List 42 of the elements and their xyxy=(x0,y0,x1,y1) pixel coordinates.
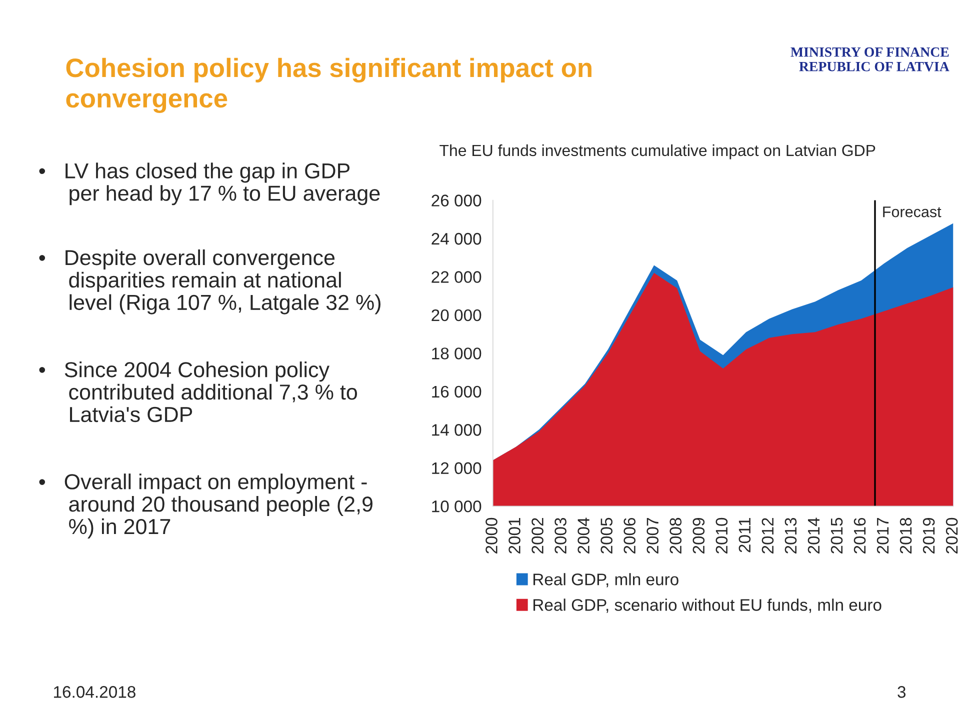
x-tick-label: 2008 xyxy=(670,518,682,554)
chart-title: Cohesion policy has significant impact on convergence xyxy=(66,58,592,114)
text: MINISTRY OF FINANCE REPUBLIC OF LATVIA xyxy=(790,47,950,72)
x-tick-label: 2011 xyxy=(738,518,751,552)
x-tick-label: 2002 xyxy=(532,518,544,554)
y-tick-label: 12 000 xyxy=(432,462,482,474)
text: 3 xyxy=(898,686,906,698)
legend-label: Real GDP, scenario without EU funds, mln euro xyxy=(534,598,882,613)
ref-line-label: Forecast xyxy=(883,206,942,218)
x-tick-label: 2017 xyxy=(876,518,889,554)
y-tick-label: 10 000 xyxy=(432,500,482,512)
x-tick-label: 2019 xyxy=(922,518,935,554)
x-tick-label: 2004 xyxy=(578,518,590,554)
x-tick-label: 2006 xyxy=(624,518,636,554)
x-tick-label: 2016 xyxy=(854,518,866,554)
y-tick-label: 18 000 xyxy=(432,348,482,360)
y-tick-label: 16 000 xyxy=(432,386,482,398)
x-tick-label: 2015 xyxy=(830,518,843,554)
x-tick-label: 2007 xyxy=(646,518,659,554)
x-tick-label: 2014 xyxy=(808,518,820,554)
x-tick-label: 2003 xyxy=(554,518,566,554)
text: 16.04.2018 xyxy=(54,686,136,698)
x-tick-label: 2013 xyxy=(784,518,797,554)
x-tick-label: 2018 xyxy=(900,518,912,554)
y-tick-label: 26 000 xyxy=(432,194,482,206)
chart-subtitle: The EU funds investments cumulative impact on Latvian GDP xyxy=(440,144,876,160)
text: • Despite overall convergence disparities remain at national level (Riga 107 %, Latgale 32 %) xyxy=(39,249,380,314)
x-tick-label: 2012 xyxy=(762,518,774,554)
x-tick-label: 2009 xyxy=(692,518,705,554)
y-tick-label: 14 000 xyxy=(432,424,482,436)
y-tick-label: 24 000 xyxy=(432,232,482,245)
text: • LV has closed the gap in GDP per head by 17 % to EU average xyxy=(39,162,380,206)
y-tick-label: 20 000 xyxy=(432,309,482,322)
legend-label: Real GDP, mln euro xyxy=(534,573,678,588)
text: • Since 2004 Cohesion policy contributed additional 7,3 % to Latvia's GDP xyxy=(39,362,357,422)
text: • Overall impact on employment - around 20 thousand people (2,9 %) in 2017 xyxy=(39,474,372,538)
y-tick-label: 22 000 xyxy=(432,271,482,283)
x-tick-label: 2020 xyxy=(946,518,958,554)
x-tick-label: 2000 xyxy=(486,518,498,554)
x-tick-label: 2010 xyxy=(716,518,728,554)
x-tick-label: 2005 xyxy=(600,518,612,554)
x-tick-label: 2001 xyxy=(508,518,520,554)
